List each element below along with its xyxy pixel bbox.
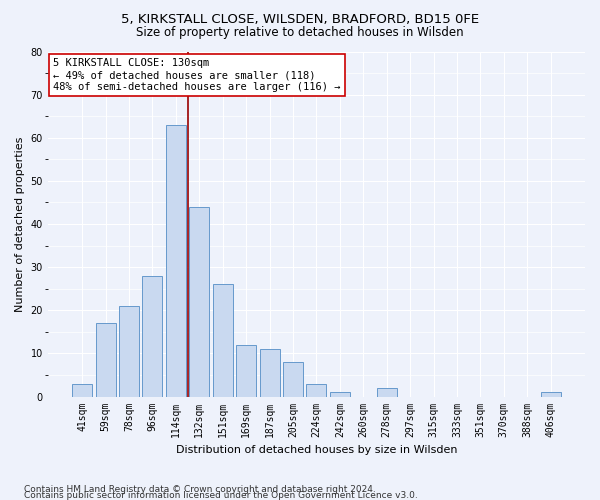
Y-axis label: Number of detached properties: Number of detached properties xyxy=(15,136,25,312)
Bar xyxy=(307,384,326,396)
Bar xyxy=(236,345,256,397)
Bar xyxy=(377,388,397,396)
Text: 5, KIRKSTALL CLOSE, WILSDEN, BRADFORD, BD15 0FE: 5, KIRKSTALL CLOSE, WILSDEN, BRADFORD, B… xyxy=(121,12,479,26)
Bar xyxy=(166,125,186,396)
Bar xyxy=(330,392,350,396)
Bar xyxy=(142,276,163,396)
Bar xyxy=(119,306,139,396)
X-axis label: Distribution of detached houses by size in Wilsden: Distribution of detached houses by size … xyxy=(176,445,457,455)
Bar xyxy=(283,362,303,396)
Bar xyxy=(190,207,209,396)
Text: 5 KIRKSTALL CLOSE: 130sqm
← 49% of detached houses are smaller (118)
48% of semi: 5 KIRKSTALL CLOSE: 130sqm ← 49% of detac… xyxy=(53,58,341,92)
Text: Size of property relative to detached houses in Wilsden: Size of property relative to detached ho… xyxy=(136,26,464,39)
Bar xyxy=(213,284,233,397)
Bar xyxy=(72,384,92,396)
Bar xyxy=(95,323,116,396)
Bar xyxy=(541,392,560,396)
Text: Contains HM Land Registry data © Crown copyright and database right 2024.: Contains HM Land Registry data © Crown c… xyxy=(24,484,376,494)
Bar xyxy=(260,349,280,397)
Text: Contains public sector information licensed under the Open Government Licence v3: Contains public sector information licen… xyxy=(24,490,418,500)
